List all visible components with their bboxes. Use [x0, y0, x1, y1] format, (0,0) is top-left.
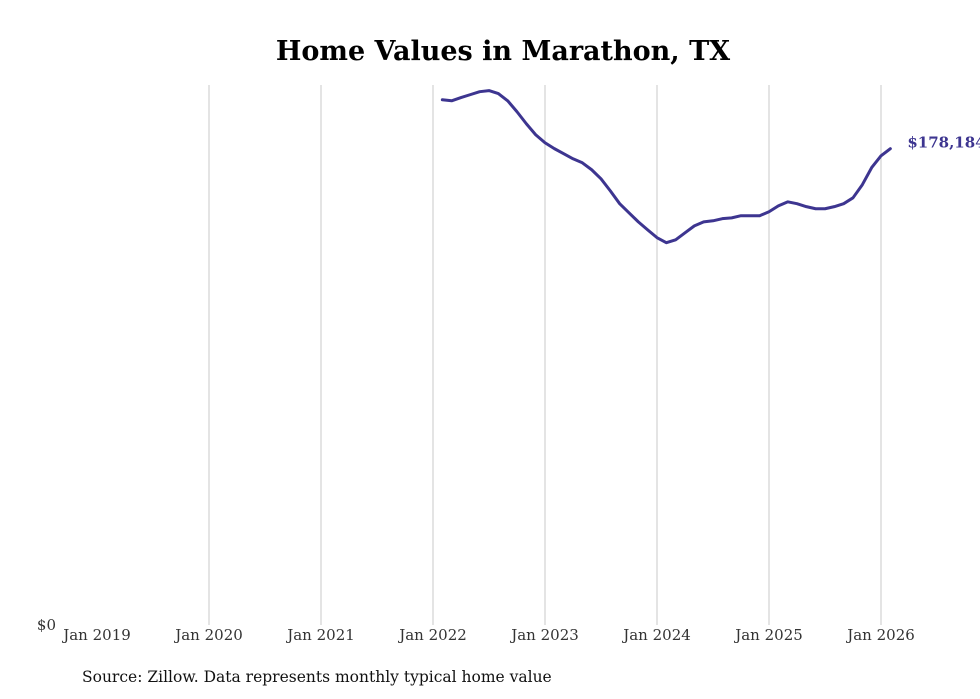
series-line: [440, 89, 892, 245]
x-tick-label: Jan 2025: [733, 626, 803, 644]
end-value-label: $178,184: [907, 134, 980, 152]
y-tick-label: $0: [37, 616, 56, 634]
x-tick-label: Jan 2022: [397, 626, 467, 644]
x-tick-label: Jan 2026: [845, 626, 915, 644]
line-chart: Home Values in Marathon, TX Jan 2019 Jan …: [37, 36, 980, 644]
x-tick-label: Jan 2019: [61, 626, 131, 644]
chart-title: Home Values in Marathon, TX: [276, 36, 730, 67]
x-tick-label: Jan 2020: [173, 626, 243, 644]
x-tick-label: Jan 2021: [285, 626, 355, 644]
x-tick-label: Jan 2024: [621, 626, 691, 644]
x-tick-label: Jan 2023: [509, 626, 579, 644]
source-note: Source: Zillow. Data represents monthly …: [82, 668, 552, 686]
